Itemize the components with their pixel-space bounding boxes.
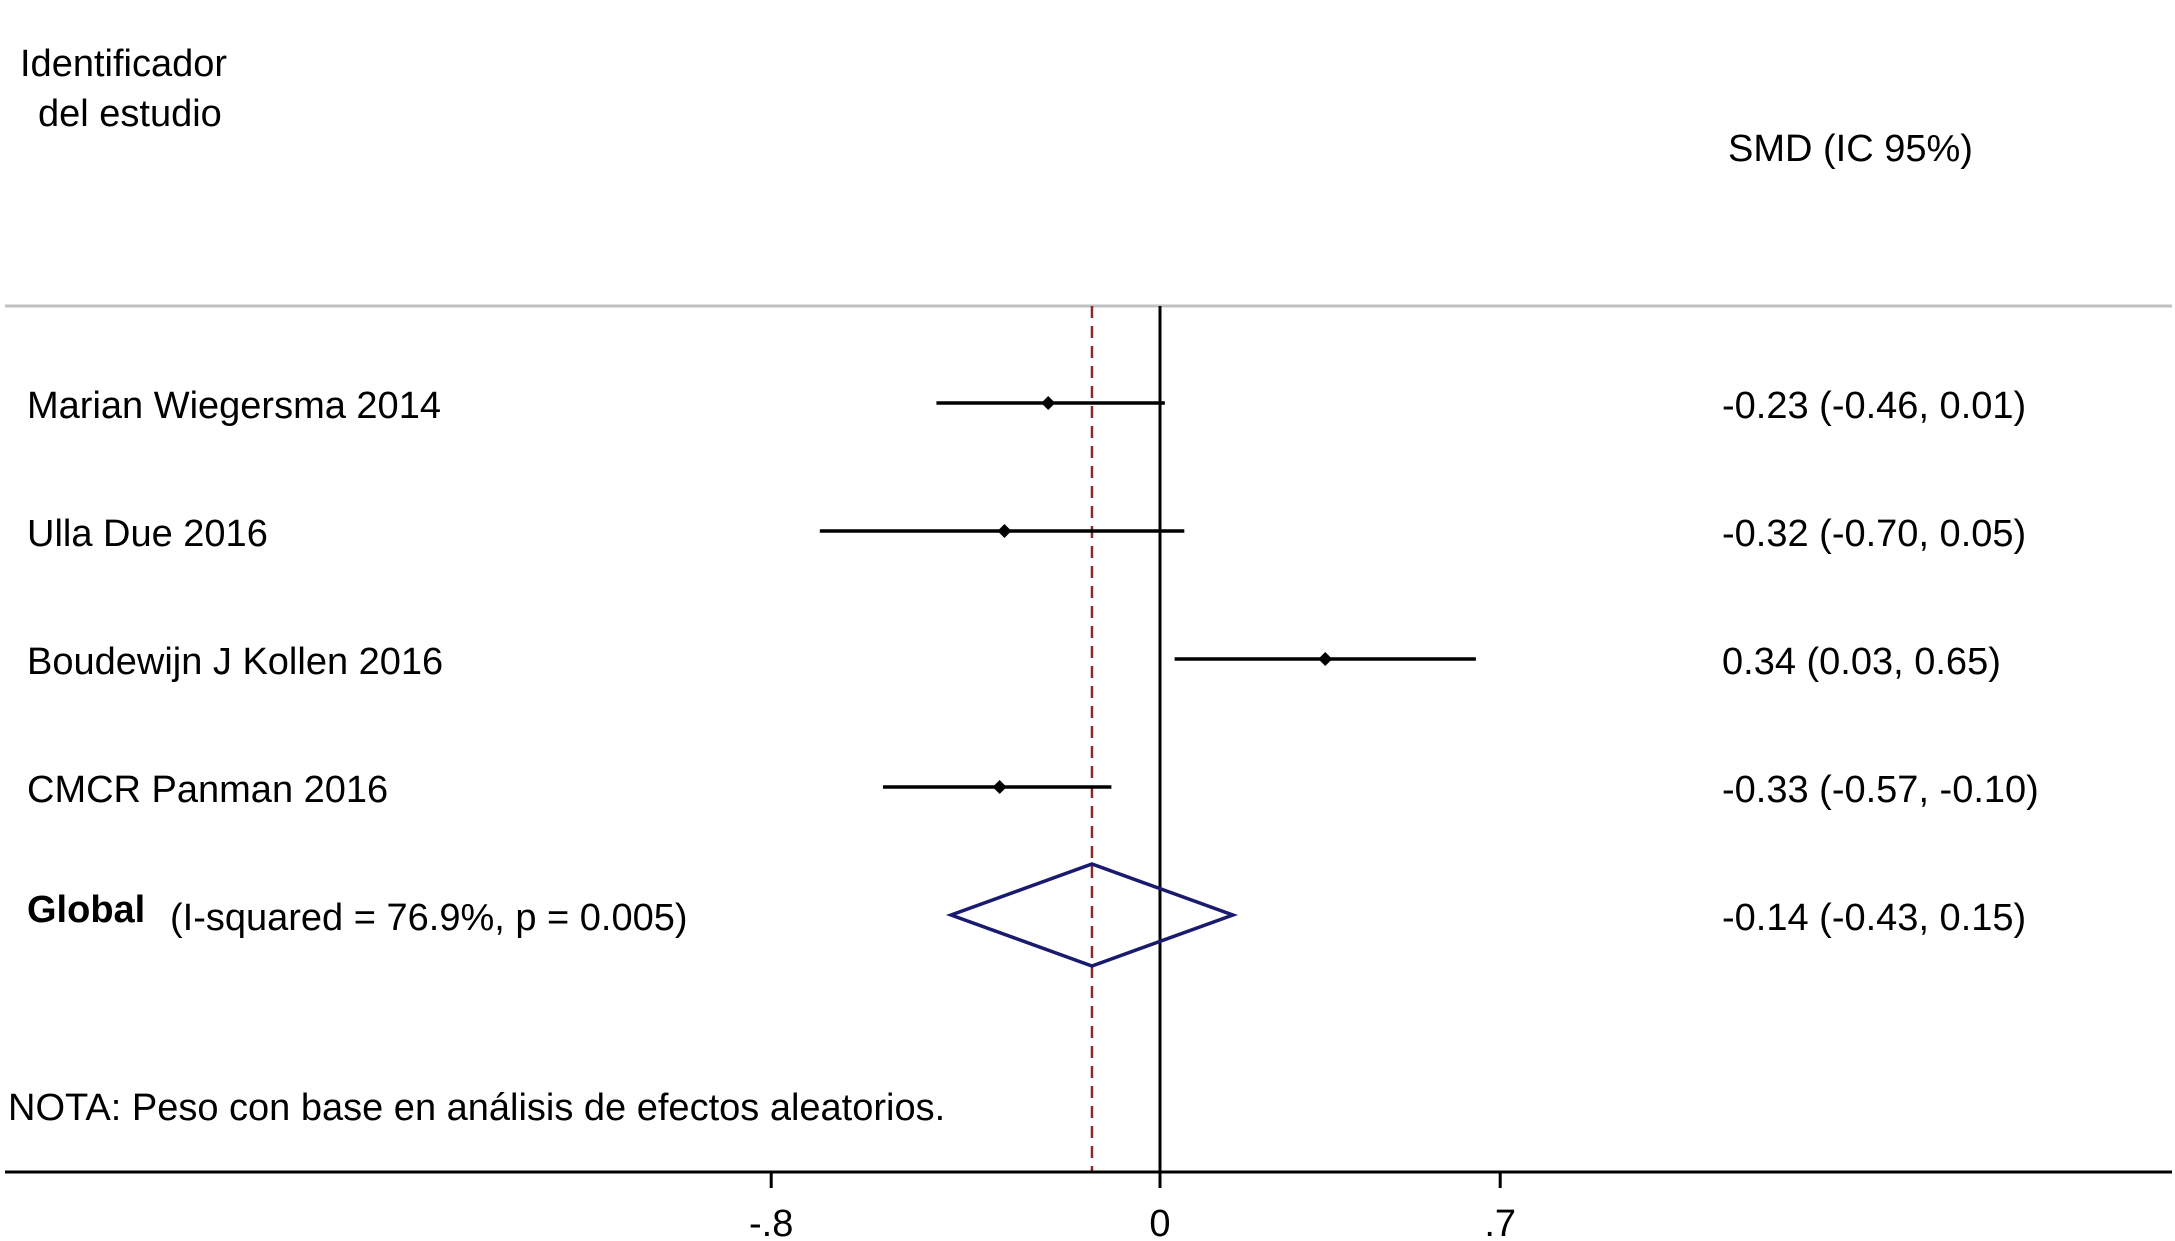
x-tick-label: .7 [1484, 1203, 1516, 1241]
study-row-1: Marian Wiegersma 2014 -0.23 (-0.46, 0.01… [27, 385, 2026, 427]
study-estimate-text: 0.34 (0.03, 0.65) [1722, 641, 2001, 683]
study-header-line2: del estudio [38, 93, 222, 135]
study-point [1318, 652, 1333, 666]
study-label: Boudewijn J Kollen 2016 [27, 641, 443, 683]
study-label: Ulla Due 2016 [27, 513, 268, 555]
study-point [992, 780, 1007, 794]
study-estimate-text: -0.32 (-0.70, 0.05) [1722, 513, 2026, 555]
study-label: CMCR Panman 2016 [27, 769, 388, 811]
effect-header: SMD (IC 95%) [1728, 128, 1973, 170]
x-tick-label: -.8 [749, 1203, 793, 1241]
study-header-line1: Identificador [20, 43, 227, 85]
overall-label: Global [27, 889, 145, 931]
study-point [997, 524, 1012, 538]
study-row-3: Boudewijn J Kollen 2016 0.34 (0.03, 0.65… [27, 641, 2001, 683]
study-estimate-text: -0.33 (-0.57, -0.10) [1722, 769, 2039, 811]
overall-row: Global (I-squared = 76.9%, p = 0.005) -0… [27, 889, 2026, 939]
study-label: Marian Wiegersma 2014 [27, 385, 441, 427]
heterogeneity-text: (I-squared = 76.9%, p = 0.005) [170, 897, 688, 939]
x-axis-ticks: -.8 0 .7 [749, 1172, 1516, 1241]
plot-marks [819, 306, 1476, 1172]
study-row-2: Ulla Due 2016 -0.32 (-0.70, 0.05) [27, 513, 2026, 555]
overall-diamond [945, 862, 1239, 968]
study-point [1041, 396, 1056, 410]
note-text: NOTA: Peso con base en análisis de efect… [8, 1087, 945, 1129]
x-tick-label: 0 [1149, 1203, 1170, 1241]
study-row-4: CMCR Panman 2016 -0.33 (-0.57, -0.10) [27, 769, 2039, 811]
overall-estimate-text: -0.14 (-0.43, 0.15) [1722, 897, 2026, 939]
study-estimate-text: -0.23 (-0.46, 0.01) [1722, 385, 2026, 427]
